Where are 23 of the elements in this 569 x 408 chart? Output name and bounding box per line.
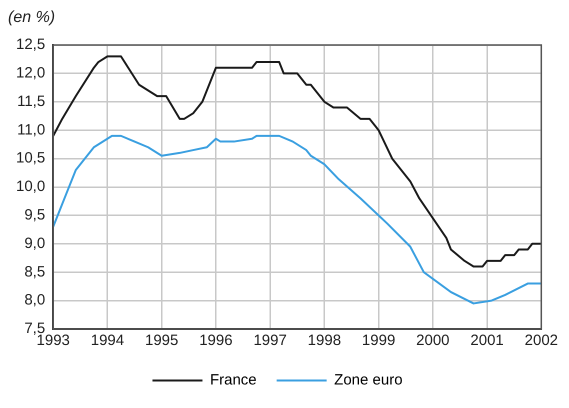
y-tick-label: 11,0 bbox=[17, 121, 46, 138]
x-tick-label: 1995 bbox=[144, 332, 178, 350]
x-tick-label: 1997 bbox=[253, 332, 287, 350]
y-axis-title: (en %) bbox=[8, 8, 56, 28]
x-tick-label: 2001 bbox=[470, 332, 504, 350]
legend-label: Zone euro bbox=[334, 372, 403, 389]
y-tick-label: 10,5 bbox=[16, 150, 46, 167]
y-tick-label: 11,5 bbox=[17, 92, 46, 110]
y-tick-label: 12,0 bbox=[16, 64, 46, 82]
y-tick-label: 9,0 bbox=[24, 234, 46, 252]
y-tick-label: 9,5 bbox=[24, 206, 46, 224]
x-tick-label: 2002 bbox=[524, 332, 558, 350]
x-tick-label: 1993 bbox=[36, 332, 70, 350]
x-tick-label: 1994 bbox=[90, 332, 124, 350]
y-tick-label: 8,5 bbox=[24, 263, 46, 280]
x-tick-label: 1998 bbox=[308, 332, 342, 350]
x-tick-label: 1999 bbox=[362, 332, 396, 350]
y-tick-label: 12,5 bbox=[16, 36, 46, 54]
y-tick-label: 10,0 bbox=[16, 178, 46, 196]
y-tick-label: 8,0 bbox=[24, 292, 46, 309]
x-tick-label: 2000 bbox=[416, 332, 450, 350]
legend-label: France bbox=[210, 372, 257, 389]
x-tick-label: 1996 bbox=[199, 332, 233, 350]
